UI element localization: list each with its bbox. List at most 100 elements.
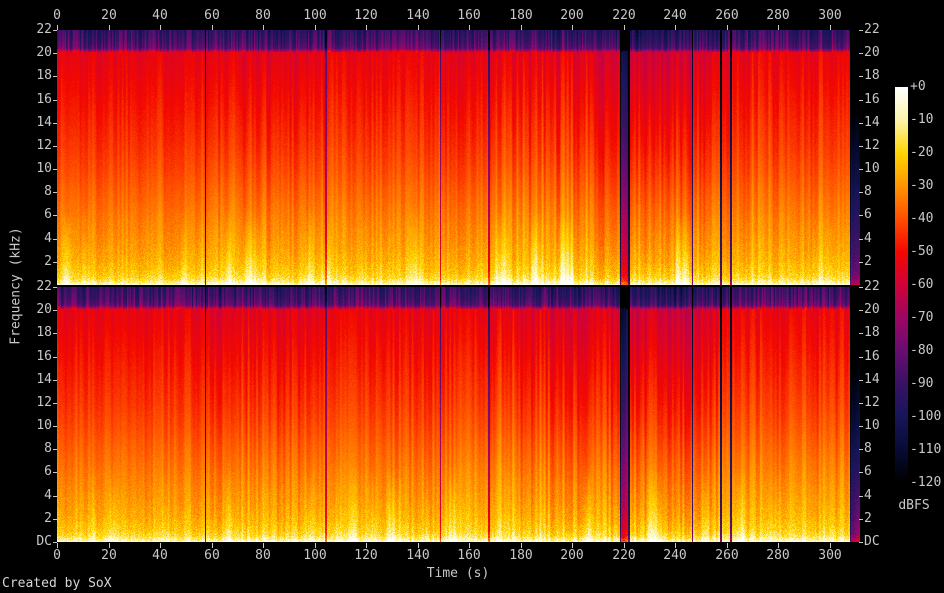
colorbar-gradient [895, 87, 908, 483]
frequency-tick-label: 16 [864, 92, 880, 107]
tick-mark [521, 543, 522, 548]
frequency-tick-label: 10 [864, 418, 880, 433]
time-tick-label: 100 [303, 8, 327, 23]
colorbar-tick-label: -60 [910, 277, 934, 292]
time-tick-label: 160 [457, 548, 481, 563]
frequency-tick-label: 16 [864, 349, 880, 364]
time-tick-label: 140 [406, 548, 430, 563]
frequency-tick-label: 6 [864, 207, 872, 222]
tick-mark [53, 333, 57, 334]
frequency-tick-label: 6 [864, 464, 872, 479]
tick-mark [859, 472, 863, 473]
tick-mark [859, 380, 863, 381]
time-tick-label: 0 [53, 8, 61, 23]
time-tick-label: 120 [354, 8, 378, 23]
colorbar-tick-label: -40 [910, 211, 934, 226]
time-tick-label: 160 [457, 8, 481, 23]
frequency-tick-label: 14 [864, 115, 880, 130]
colorbar-tick-label: -70 [910, 310, 934, 325]
tick-mark [212, 25, 213, 30]
colorbar-tick-label: -20 [910, 145, 934, 160]
tick-mark [418, 25, 419, 30]
tick-mark [469, 543, 470, 548]
frequency-tick-label: 18 [36, 68, 52, 83]
frequency-tick-label: 22 [864, 22, 880, 37]
frequency-tick-label: 18 [36, 325, 52, 340]
tick-mark [53, 519, 57, 520]
frequency-tick-label: 10 [36, 161, 52, 176]
tick-mark [53, 53, 57, 54]
tick-mark [859, 333, 863, 334]
frequency-tick-label: 4 [864, 231, 872, 246]
tick-mark [778, 25, 779, 30]
frequency-tick-label: 20 [36, 302, 52, 317]
frequency-tick-label: 12 [36, 138, 52, 153]
tick-mark [53, 449, 57, 450]
time-tick-label: 80 [255, 8, 271, 23]
frequency-tick-label: 4 [864, 488, 872, 503]
frequency-tick-label: DC [864, 534, 880, 549]
time-tick-label: 240 [663, 8, 687, 23]
tick-mark [859, 496, 863, 497]
tick-mark [53, 123, 57, 124]
tick-mark [830, 543, 831, 548]
frequency-tick-label: 12 [864, 138, 880, 153]
time-tick-label: 260 [715, 8, 739, 23]
tick-mark [859, 519, 863, 520]
tick-mark [675, 543, 676, 548]
time-tick-label: 280 [766, 548, 790, 563]
frequency-tick-label: 2 [864, 511, 872, 526]
frequency-tick-label: 6 [44, 464, 52, 479]
time-tick-label: 100 [303, 548, 327, 563]
tick-mark [53, 30, 57, 31]
tick-mark [572, 543, 573, 548]
tick-mark [212, 543, 213, 548]
time-tick-label: 200 [560, 548, 584, 563]
time-tick-label: 20 [101, 548, 117, 563]
tick-mark [418, 543, 419, 548]
tick-mark [778, 543, 779, 548]
tick-mark [315, 25, 316, 30]
colorbar-tick-label: -90 [910, 376, 934, 391]
time-tick-label: 120 [354, 548, 378, 563]
tick-mark [160, 543, 161, 548]
frequency-tick-label: 22 [36, 22, 52, 37]
tick-mark [859, 449, 863, 450]
frequency-tick-label: 16 [36, 92, 52, 107]
colorbar-tick-label: -10 [910, 112, 934, 127]
tick-mark [624, 25, 625, 30]
tick-mark [572, 25, 573, 30]
frequency-tick-label: 2 [44, 254, 52, 269]
time-tick-label: 40 [152, 548, 168, 563]
tick-mark [859, 146, 863, 147]
tick-mark [53, 496, 57, 497]
time-tick-label: 300 [818, 548, 842, 563]
frequency-axis-title: Frequency (kHz) [8, 227, 24, 345]
time-tick-label: 280 [766, 8, 790, 23]
colorbar-tick-label: -110 [910, 442, 942, 457]
frequency-tick-label: 20 [36, 45, 52, 60]
time-tick-label: 180 [509, 8, 533, 23]
tick-mark [263, 25, 264, 30]
tick-mark [53, 380, 57, 381]
tick-mark [57, 25, 58, 30]
tick-mark [859, 262, 863, 263]
colorbar-tick-label: -80 [910, 343, 934, 358]
colorbar-tick-label: +0 [910, 79, 926, 94]
frequency-tick-label: 20 [864, 45, 880, 60]
frequency-tick-label: DC [36, 534, 52, 549]
tick-mark [366, 543, 367, 548]
tick-mark [859, 403, 863, 404]
time-tick-label: 140 [406, 8, 430, 23]
tick-mark [675, 25, 676, 30]
frequency-tick-label: 8 [864, 184, 872, 199]
frequency-tick-label: 4 [44, 488, 52, 503]
frequency-tick-label: 22 [36, 279, 52, 294]
tick-mark [53, 357, 57, 358]
frequency-tick-label: 22 [864, 279, 880, 294]
tick-mark [859, 53, 863, 54]
tick-mark [859, 169, 863, 170]
tick-mark [859, 100, 863, 101]
colorbar-tick-label: -30 [910, 178, 934, 193]
time-tick-label: 180 [509, 548, 533, 563]
